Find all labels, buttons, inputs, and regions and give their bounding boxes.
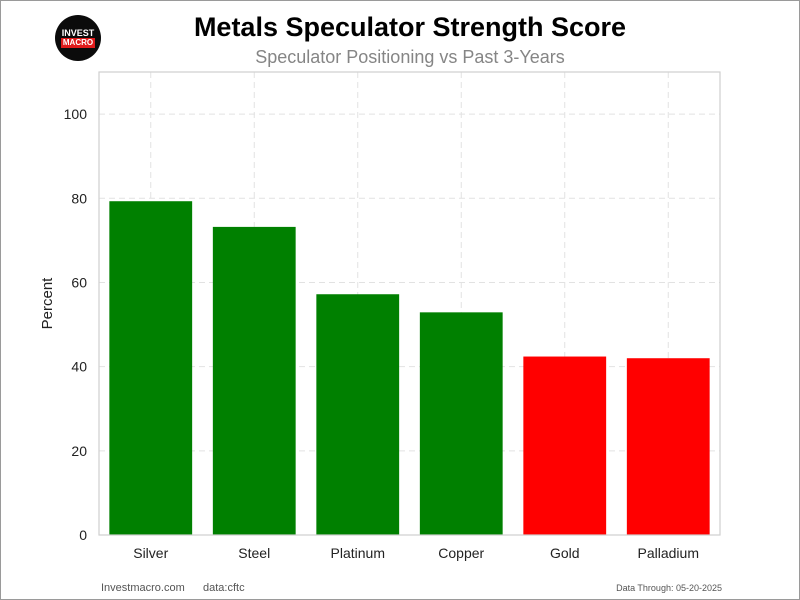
footer-source: data:cftc: [203, 582, 245, 594]
y-tick-label: 100: [64, 106, 88, 122]
chart-subtitle: Speculator Positioning vs Past 3-Years: [255, 47, 565, 67]
footer-data-through: Data Through: 05-20-2025: [616, 583, 722, 593]
x-tick-label: Platinum: [331, 545, 385, 561]
chart-title: Metals Speculator Strength Score: [193, 12, 627, 42]
footer-site: Investmacro.com: [101, 582, 185, 594]
y-tick-label: 40: [71, 359, 87, 375]
y-tick-label: 20: [71, 443, 87, 459]
y-axis-label: Percent: [39, 277, 56, 330]
logo-text-bottom: MACRO: [61, 38, 95, 48]
bar-gold: [523, 356, 607, 535]
x-tick-label: Silver: [133, 545, 168, 561]
logo-text-top: INVEST: [61, 28, 95, 38]
plot-area-border: [98, 71, 721, 536]
bar-steel: [212, 226, 296, 536]
x-tick-label: Steel: [238, 545, 270, 561]
x-tick-label: Palladium: [638, 545, 699, 561]
investmacro-logo: INVEST MACRO: [55, 15, 101, 61]
x-tick-label: Copper: [438, 545, 484, 561]
bar-platinum: [316, 294, 400, 535]
bar-copper: [419, 312, 503, 535]
y-tick-label: 0: [79, 527, 87, 543]
x-tick-label: Gold: [550, 545, 580, 561]
bar-silver: [109, 201, 193, 535]
y-tick-label: 60: [71, 274, 87, 290]
bar-palladium: [626, 358, 710, 535]
y-tick-label: 80: [71, 190, 87, 206]
